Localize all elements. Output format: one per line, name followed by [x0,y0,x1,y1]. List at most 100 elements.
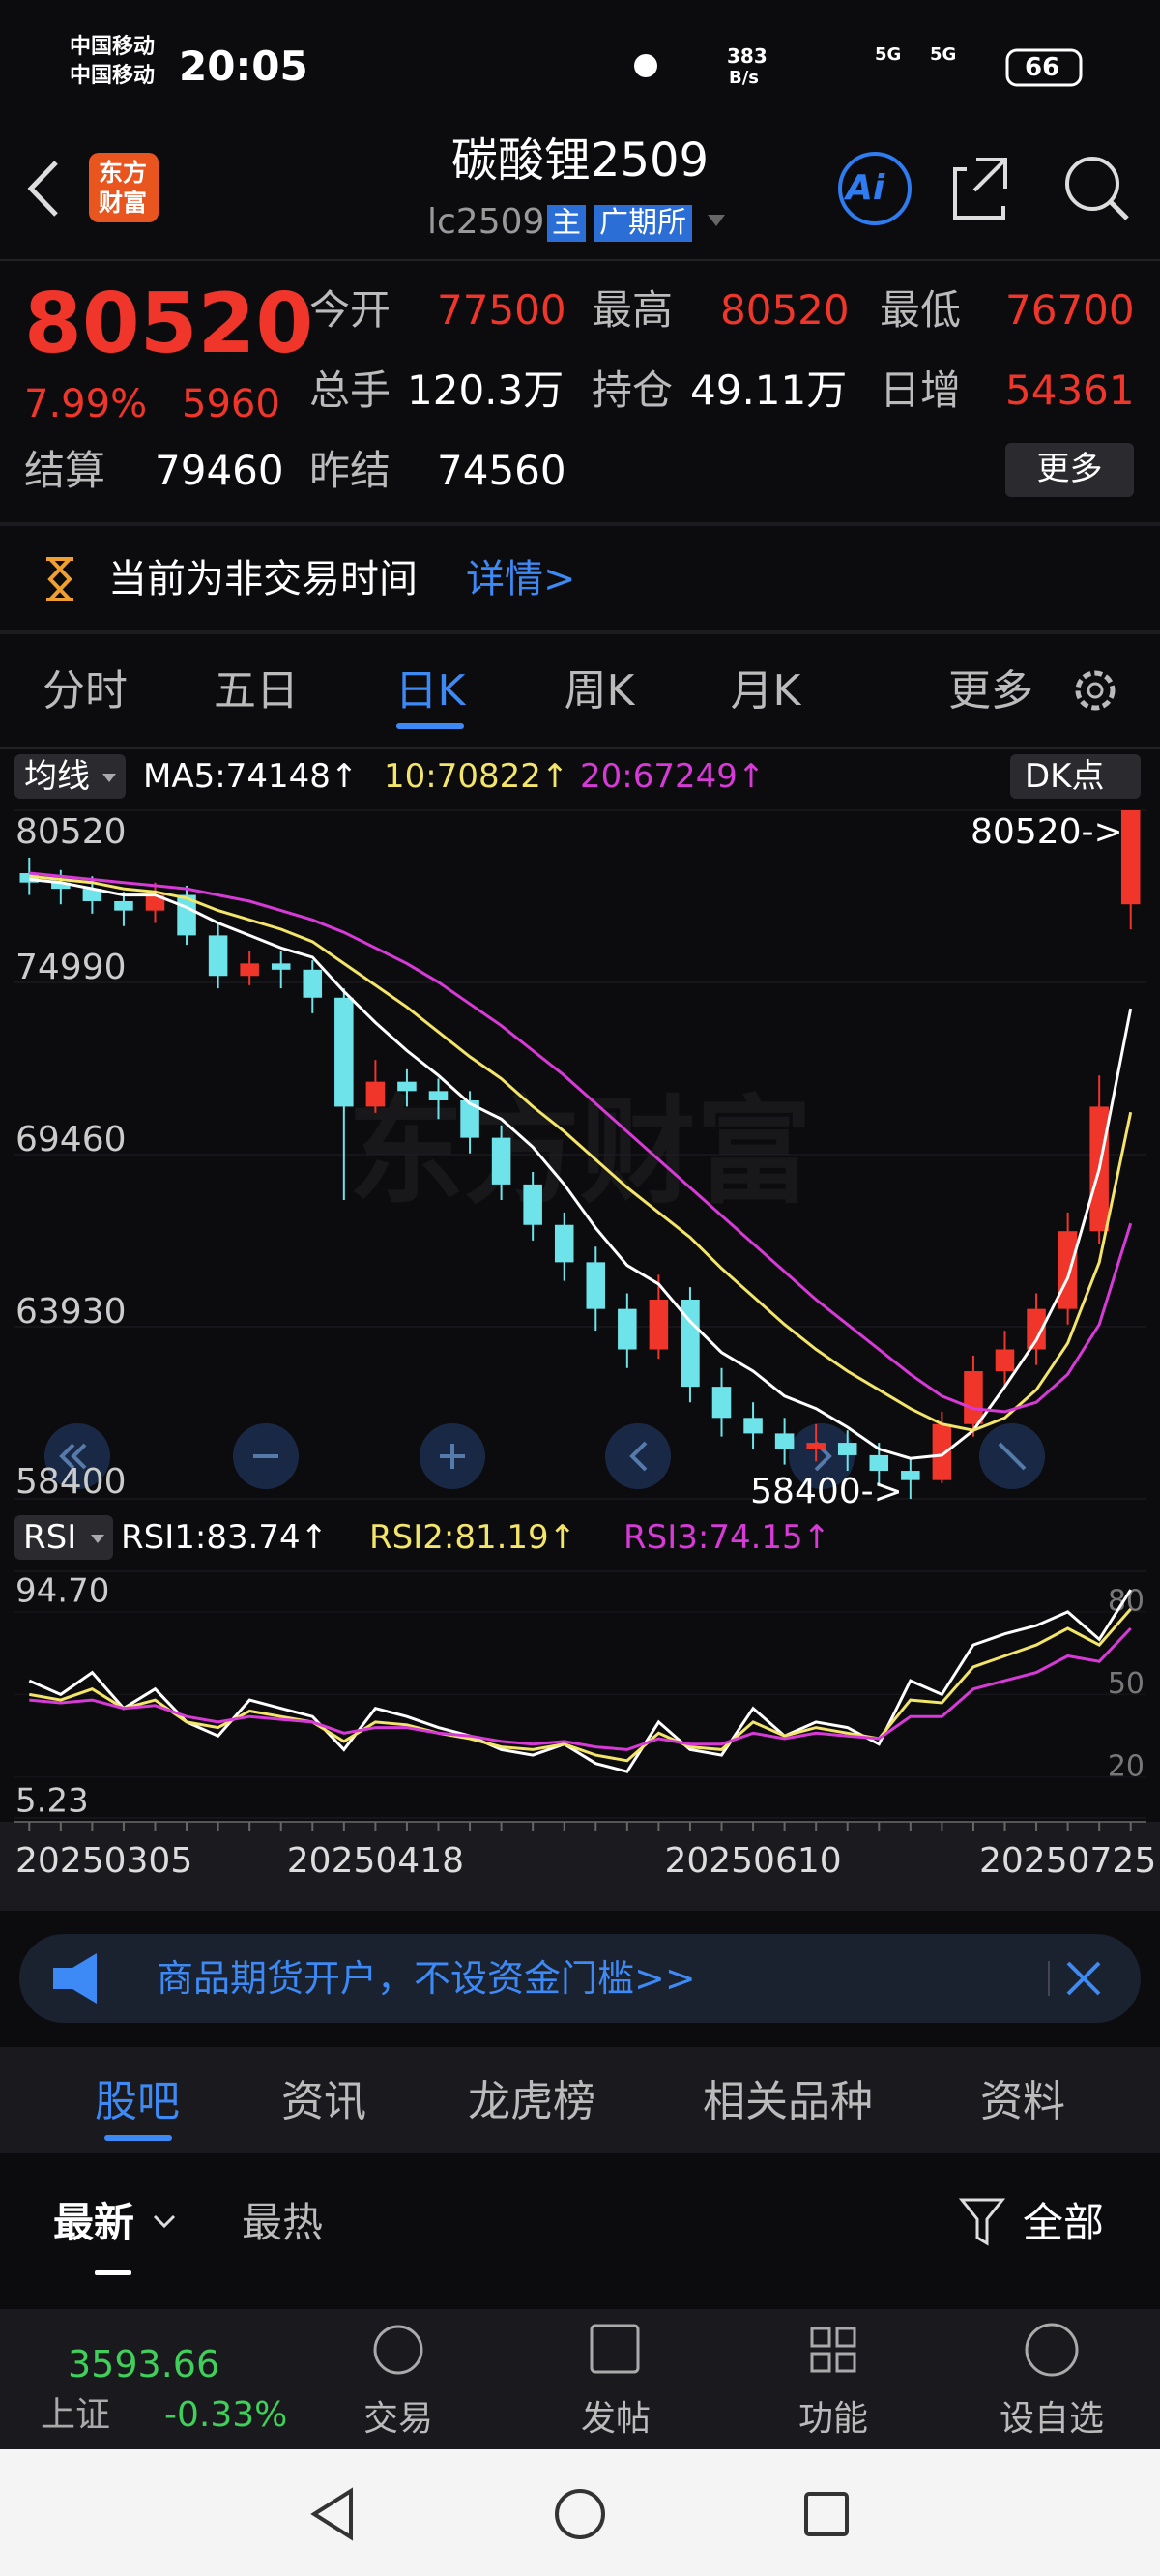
nav-item[interactable]: 功能 [798,2399,868,2439]
control-glyphs [59,1441,1027,1472]
control-button[interactable] [605,1423,671,1489]
field-value: 49.11万 [690,366,848,414]
ai-ring[interactable] [838,152,912,225]
x-tick-label: 20250610 [664,1841,841,1881]
close-icon[interactable] [1066,1961,1101,1996]
rsi-line [28,1589,1132,1773]
field-value: 76700 [1005,286,1135,334]
candle-body [649,1299,669,1350]
period-tab[interactable]: 分时 [43,666,128,716]
field-label: 最高 [592,286,674,334]
candle-body [586,1262,606,1309]
rsi3-legend: RSI3:74.15↑ [624,1518,831,1557]
candle-body [334,997,354,1107]
field-label: 日增 [880,366,962,414]
back-icon[interactable] [27,161,58,217]
candle-body [114,900,133,911]
share-icon[interactable] [953,158,1007,220]
net-speed: 383 [727,44,768,68]
period-tab[interactable]: 周K [564,666,635,716]
search-handle [1108,199,1129,220]
function-icon[interactable] [810,2327,831,2348]
settings-icon[interactable] [1075,670,1116,711]
candle-body [303,969,323,998]
rsi-line [29,1626,1132,1751]
trade-icon[interactable] [373,2325,423,2375]
candle-body [774,1433,795,1449]
control-button[interactable] [789,1423,855,1489]
candle-body [491,1137,511,1185]
filter[interactable]: 全部 [1023,2199,1105,2246]
min-label: 58400-> [750,1472,903,1511]
more-button-bg[interactable] [1005,443,1134,497]
banner-text[interactable]: 商品期货开户，不设资金门槛>> [157,1957,696,2000]
candle-body [743,1418,763,1434]
watchlist-icon[interactable] [1025,2323,1079,2377]
sort-hot[interactable]: 最热 [242,2199,324,2246]
nav-back[interactable] [310,2487,353,2541]
rsi-button[interactable]: RSI [23,1518,77,1557]
x-tick-label: 20250418 [287,1841,464,1881]
field-label: 总手 [309,366,392,414]
exchange-tag: 广期所 [594,205,692,242]
dk-button-bg[interactable] [1010,754,1141,799]
nav-item[interactable]: 交易 [362,2399,433,2439]
ma5-legend: MA5:74148↑ [143,757,359,796]
logo-text: 财富 [99,189,148,217]
divider [0,630,1160,634]
battery-icon [1005,48,1083,87]
sort-latest[interactable]: 最新 [53,2199,135,2246]
nav-recent[interactable] [804,2492,849,2536]
notice-link[interactable]: 详情> [466,557,576,601]
period-tab[interactable]: 五日 [214,666,299,716]
content-tab[interactable]: 相关品种 [703,2077,873,2126]
field-value: 79460 [155,447,284,494]
ma-button[interactable]: 均线 [24,757,90,796]
candle-body [208,935,228,977]
ma-line [29,871,1133,1414]
period-tab[interactable]: 更多 [948,666,1033,716]
candle-body [271,963,291,970]
period-tab[interactable]: 日K [394,666,466,716]
control-button[interactable] [44,1423,110,1489]
dk-button[interactable]: DK点 [1025,757,1105,796]
carrier: 中国移动 [70,64,156,88]
more-button[interactable]: 更多 [1036,450,1103,488]
title: 碳酸锂2509 [450,133,710,188]
candle-body [806,1443,826,1449]
ma10-legend: 10:70822↑ [384,757,569,796]
watermark: 东方财富 [348,1086,812,1220]
content-tab[interactable]: 龙虎榜 [468,2077,595,2126]
banner-bg [19,1934,1141,2023]
x-tick-label: 20250725 [979,1841,1156,1881]
candle-body [618,1308,637,1350]
content-tab[interactable]: 资讯 [281,2077,366,2126]
dropdown-arrow [708,215,725,226]
logo-bg [89,153,159,222]
content-tab[interactable]: 资料 [980,2077,1065,2126]
candle-body [240,963,259,977]
notice-text: 当前为非交易时间 [108,557,418,601]
tab-underline [104,2135,172,2141]
filter-icon[interactable] [958,2198,1006,2246]
ma-button-bg[interactable] [14,754,126,799]
content-tab[interactable]: 股吧 [95,2077,180,2126]
y-tick-label: 74990 [15,948,127,987]
code: lc2509 [427,202,545,242]
candle-body [554,1224,574,1263]
candle-body [428,1091,449,1100]
rsi-button-bg[interactable] [14,1515,113,1560]
nav-home[interactable] [555,2489,605,2539]
ai-button[interactable]: Ai [846,168,885,208]
search-icon[interactable] [1065,157,1119,211]
signal-label: 5G [875,44,902,65]
field-value: 80520 [720,286,850,334]
y2-tick-label: 20 [1108,1749,1145,1783]
field-label: 昨结 [309,447,392,494]
post-icon[interactable] [590,2324,640,2374]
period-tab[interactable]: 月K [730,666,801,716]
candle-body [964,1371,983,1424]
nav-item[interactable]: 设自选 [999,2399,1104,2439]
nav-item[interactable]: 发帖 [580,2399,651,2439]
